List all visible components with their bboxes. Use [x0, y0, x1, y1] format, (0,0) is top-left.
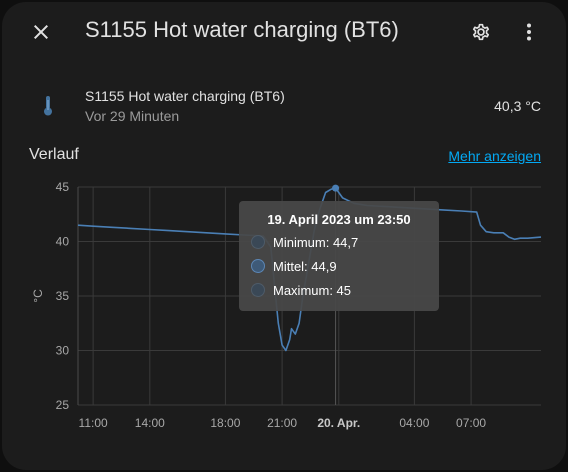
tooltip-mean-label: Mittel: 44,9	[273, 258, 337, 274]
tooltip-dot-minimum	[251, 235, 265, 249]
entity-state: 40,3 °C	[494, 98, 541, 114]
history-title: Verlauf	[29, 146, 79, 163]
close-icon	[34, 25, 48, 39]
dialog-header: S1155 Hot water charging (BT6)	[2, 2, 566, 62]
tooltip-row-mean: Mittel: 44,9	[251, 257, 337, 275]
x-tick-label: 11:00	[79, 416, 108, 430]
tooltip-dot-maximum	[251, 283, 265, 297]
chart-tooltip: 19. April 2023 um 23:50 Minimum: 44,7 Mi…	[239, 201, 439, 311]
y-axis-label: °C	[31, 289, 45, 303]
x-tick-label: 20. Apr.	[317, 416, 360, 430]
entity-last-changed: Vor 29 Minuten	[85, 108, 180, 124]
show-more-link[interactable]: Mehr anzeigen	[448, 148, 541, 164]
x-tick-label: 04:00	[399, 416, 429, 430]
dialog-title: S1155 Hot water charging (BT6)	[85, 17, 399, 42]
x-tick-label: 07:00	[456, 416, 486, 430]
y-tick-label: 30	[56, 344, 70, 358]
y-tick-label: 25	[56, 398, 70, 412]
y-tick-label: 40	[56, 235, 70, 249]
tooltip-title: 19. April 2023 um 23:50	[267, 212, 411, 227]
entity-row[interactable]: S1155 Hot water charging (BT6) Vor 29 Mi…	[2, 80, 566, 130]
thermometer-icon	[44, 96, 52, 116]
hover-point	[332, 184, 340, 192]
x-tick-label: 18:00	[210, 416, 240, 430]
x-axis-ticks: 11:00 14:00 18:00 21:00 20. Apr. 04:00 07:00	[79, 416, 487, 430]
x-tick-label: 21:00	[267, 416, 297, 430]
tooltip-minimum-label: Minimum: 44,7	[273, 234, 359, 250]
entity-name: S1155 Hot water charging (BT6)	[85, 88, 285, 104]
tooltip-dot-mean	[251, 259, 265, 273]
y-axis-ticks: 45 40 35 30 25	[56, 180, 70, 412]
y-tick-label: 35	[56, 289, 70, 303]
y-tick-label: 45	[56, 180, 70, 194]
close-button[interactable]	[21, 12, 61, 52]
x-tick-label: 14:00	[135, 416, 165, 430]
tooltip-row-maximum: Maximum: 45	[251, 281, 351, 299]
gear-icon	[472, 23, 490, 41]
more-options-button[interactable]	[509, 12, 549, 52]
tooltip-maximum-label: Maximum: 45	[273, 282, 352, 298]
more-vertical-icon	[527, 23, 531, 41]
settings-button[interactable]	[461, 12, 501, 52]
tooltip-row-minimum: Minimum: 44,7	[251, 233, 358, 251]
